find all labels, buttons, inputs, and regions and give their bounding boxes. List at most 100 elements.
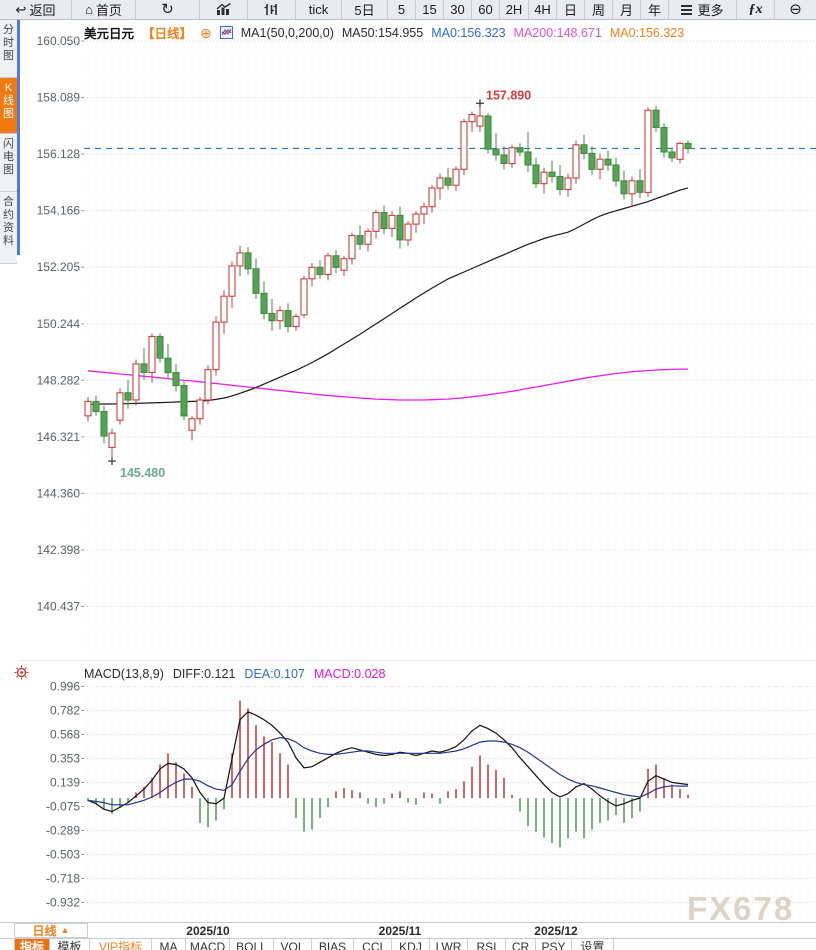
sidebar-item-lightning-chart[interactable]: 闪电图	[0, 134, 17, 192]
tab-bias[interactable]: BIAS	[312, 939, 354, 950]
period-year-button[interactable]: 年	[641, 0, 669, 19]
zoom-out-button[interactable]: ⊖	[775, 0, 816, 19]
more-button[interactable]: 更多	[669, 0, 737, 19]
period-60m-label: 60	[478, 2, 493, 17]
sidebar-scrollbar[interactable]	[17, 20, 20, 255]
tab-cci[interactable]: CCI	[354, 939, 392, 950]
period-selector-button[interactable]: 日线 ▲	[14, 923, 88, 938]
watermark: FX678	[687, 890, 795, 927]
price-tick-label: 144.360	[37, 486, 81, 500]
price-tick-label: 142.398	[37, 543, 81, 557]
period-month-button[interactable]: 月	[613, 0, 641, 19]
period-year-label: 年	[647, 3, 661, 18]
tab-indicators[interactable]: 指标	[14, 939, 50, 950]
ma-formula: MA1(50,0,200,0)	[240, 25, 334, 40]
xaxis-bar: 日线 ▲ 2025/10 2025/11 2025/12	[0, 922, 816, 938]
period-week-label: 周	[591, 3, 605, 18]
macd-tick-label: -0.289	[46, 824, 80, 838]
sidebar-item-kline-chart[interactable]: K线图	[0, 78, 17, 134]
price-tick-label: 140.437	[37, 600, 81, 614]
macd-legend: MACD(13,8,9) DIFF:0.121 DEA:0.107 MACD:0…	[84, 667, 385, 681]
period-day-button[interactable]: 日	[557, 0, 585, 19]
period-60m-button[interactable]: 60	[472, 0, 500, 19]
ma200-value: MA200:148.671	[513, 25, 602, 40]
tab-vol[interactable]: VOL	[274, 939, 312, 950]
refresh-icon: ↻	[161, 1, 174, 18]
period-5m-button[interactable]: 5	[388, 0, 416, 19]
period-4h-label: 4H	[534, 2, 551, 17]
refresh-button[interactable]: ↻	[136, 0, 200, 19]
main-chart-legend: 美元日元 【日线】 ⊕ MA1(50,0,200,0) MA50:154.955…	[84, 23, 684, 42]
tab-macd[interactable]: MACD	[186, 939, 230, 950]
period-4h-button[interactable]: 4H	[529, 0, 557, 19]
period-5m-label: 5	[397, 2, 406, 17]
sidebar-item-contract-info[interactable]: 合约资料	[0, 192, 17, 264]
indicator-tab-bar: 指标 模板 VIP指标 MA MACD BOLL VOL BIAS CCI KD…	[0, 938, 816, 950]
add-indicator-icon[interactable]: ⊕	[200, 24, 212, 41]
tab-kdj[interactable]: KDJ	[392, 939, 430, 950]
home-label: 首页	[95, 3, 122, 18]
ma0-blue-value: MA0:156.323	[431, 25, 506, 40]
period-5d-button[interactable]: 5日	[342, 0, 388, 19]
high-price-annotation: 157.890	[486, 88, 531, 102]
caret-up-icon: ▲	[60, 925, 70, 935]
symbol-period: 【日线】	[142, 27, 193, 41]
formula-button[interactable]: ƒx	[737, 0, 775, 19]
price-tick-label: 150.244	[37, 317, 81, 331]
period-2h-label: 2H	[505, 2, 523, 17]
tab-psy[interactable]: PSY	[536, 939, 572, 950]
price-tick-label: 152.205	[37, 260, 81, 274]
period-week-button[interactable]: 周	[585, 0, 613, 19]
period-month-label: 月	[619, 3, 633, 18]
sidebar-item-time-chart[interactable]: 分时图	[0, 20, 17, 78]
hamburger-icon	[681, 4, 693, 15]
macd-tick-label: 0.568	[50, 728, 80, 742]
period-30m-button[interactable]: 30	[444, 0, 472, 19]
home-button[interactable]: ⌂ 首页	[72, 0, 136, 19]
tab-rsi[interactable]: RSI	[468, 939, 506, 950]
macd-tick-label: -0.075	[46, 800, 80, 814]
macd-value: MACD:0.028	[313, 667, 386, 681]
price-tick-label: 158.089	[37, 91, 81, 105]
tab-templates[interactable]: 模板	[50, 939, 90, 950]
back-button[interactable]: ↩ 返回	[0, 0, 72, 19]
macd-formula: MACD(13,8,9)	[84, 667, 164, 681]
area-chart-button[interactable]	[200, 0, 248, 19]
macd-tick-label: -0.503	[46, 848, 80, 862]
chart-type-sidebar: 分时图 K线图 闪电图 合约资料	[0, 20, 17, 264]
period-5d-label: 5日	[354, 3, 375, 18]
macd-tick-label: 0.353	[50, 752, 80, 766]
tab-lwr[interactable]: LWR	[430, 939, 468, 950]
candlestick-icon	[264, 3, 279, 16]
tab-cr[interactable]: CR	[506, 939, 536, 950]
xaxis-month-label: 2025/12	[534, 924, 578, 938]
candlestick-button[interactable]	[248, 0, 296, 19]
back-label: 返回	[29, 3, 56, 18]
tab-settings[interactable]: 设置	[572, 939, 614, 950]
tab-boll[interactable]: BOLL	[230, 939, 274, 950]
zoom-out-icon: ⊖	[789, 1, 802, 18]
tick-period-button[interactable]: tick	[296, 0, 342, 19]
tab-ma[interactable]: MA	[152, 939, 186, 950]
xaxis-month-label: 2025/11	[378, 924, 422, 938]
back-icon: ↩	[15, 2, 27, 17]
ma-settings-icon[interactable]	[219, 26, 233, 39]
period-15m-label: 15	[422, 2, 437, 17]
tab-vip-indicators[interactable]: VIP指标	[90, 939, 152, 950]
period-15m-button[interactable]: 15	[416, 0, 444, 19]
indicator-settings-icon[interactable]	[14, 665, 29, 680]
diff-value: DIFF:0.121	[172, 667, 236, 681]
top-toolbar: ↩ 返回 ⌂ 首页 ↻ tick 5日 5 15	[0, 0, 816, 20]
more-label: 更多	[697, 3, 724, 18]
macd-tick-label: -0.932	[46, 896, 80, 910]
macd-tick-label: 0.782	[50, 704, 80, 718]
home-icon: ⌂	[85, 2, 93, 17]
period-2h-button[interactable]: 2H	[500, 0, 529, 19]
price-tick-label: 146.321	[37, 430, 81, 444]
macd-tick-label: -0.718	[46, 872, 80, 886]
area-chart-icon	[216, 2, 232, 16]
ma50-value: MA50:154.955	[341, 25, 424, 40]
macd-tick-label: 0.139	[50, 776, 80, 790]
